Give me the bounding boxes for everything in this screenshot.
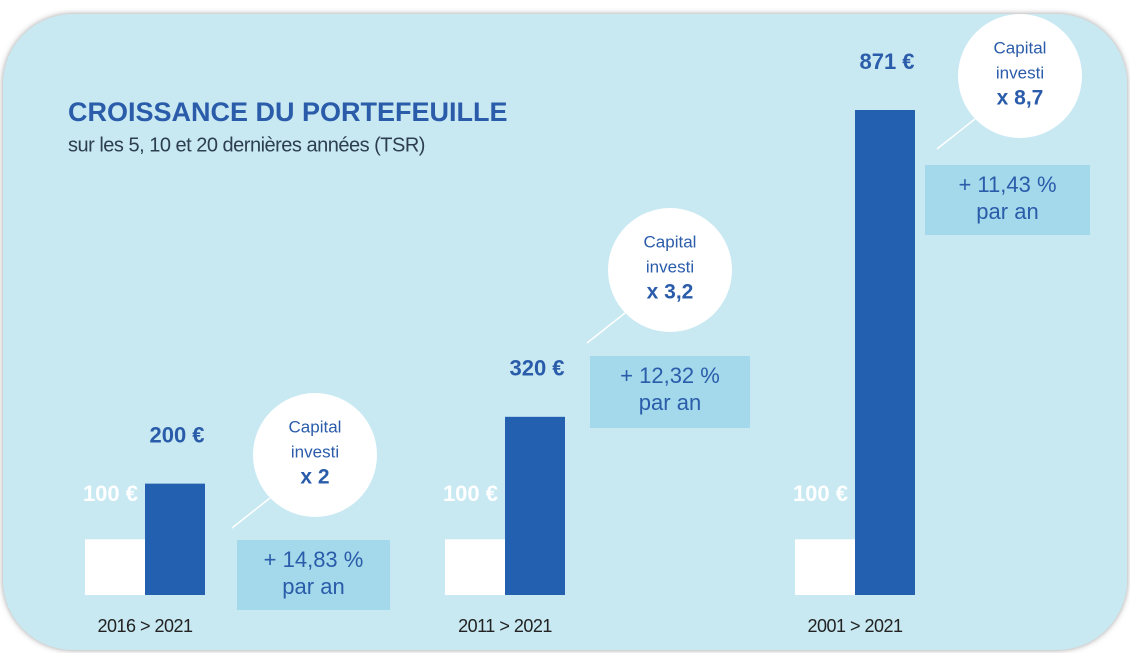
x-tick-label: 2016 > 2021 [97, 616, 193, 636]
rate-text: + 14,83 % [264, 547, 364, 572]
callout-text: Capital [994, 38, 1047, 57]
callout-circle [253, 393, 377, 517]
rate-box [237, 540, 390, 610]
value-label: 871 € [859, 49, 914, 74]
callout-text: x 2 [300, 466, 329, 489]
callout-circle [958, 14, 1082, 138]
rate-text: par an [976, 199, 1038, 224]
connector [231, 497, 271, 529]
rate-text: + 11,43 % [958, 172, 1056, 197]
rate-box [925, 165, 1090, 235]
bar [795, 539, 855, 595]
x-tick-label: 2011 > 2021 [458, 616, 552, 636]
connector [586, 312, 626, 344]
chart-title: CROISSANCE DU PORTEFEUILLE [68, 97, 508, 127]
bar [145, 483, 205, 595]
value-label: 100 € [793, 481, 848, 506]
callout-circle [608, 208, 732, 332]
callout-text: investi [646, 257, 694, 276]
rate-text: par an [639, 390, 701, 415]
callout-text: investi [996, 63, 1044, 82]
rate-text: + 12,32 % [620, 363, 720, 388]
value-label: 100 € [83, 481, 138, 506]
bar [505, 416, 565, 595]
callout-text: x 8,7 [997, 87, 1044, 110]
rate-text: par an [282, 574, 344, 599]
value-label: 100 € [443, 481, 498, 506]
callout-text: investi [291, 442, 339, 461]
callout-text: Capital [289, 417, 342, 436]
rate-box [590, 356, 750, 428]
bar [85, 539, 145, 595]
connector [936, 118, 976, 150]
bar [855, 110, 915, 595]
value-label: 320 € [509, 356, 564, 381]
x-tick-label: 2001 > 2021 [807, 616, 903, 636]
bar [445, 539, 505, 595]
chart-subtitle: sur les 5, 10 et 20 dernières années (TS… [68, 134, 425, 156]
callout-text: Capital [644, 232, 697, 251]
value-label: 200 € [149, 422, 204, 447]
callout-text: x 3,2 [647, 281, 694, 304]
